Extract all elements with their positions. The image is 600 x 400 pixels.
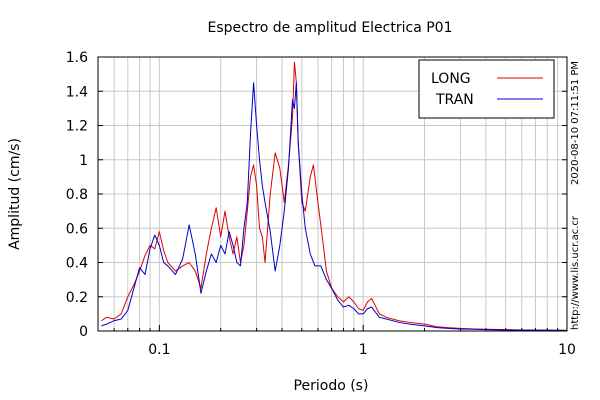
legend: LONG TRAN — [418, 59, 555, 119]
y-axis-label: Amplitud (cm/s) — [7, 138, 23, 250]
legend-box — [418, 59, 555, 119]
y-tick-label: 0.6 — [66, 221, 88, 237]
x-tick-label: 1 — [359, 342, 368, 358]
y-tick-label: 1.2 — [66, 119, 88, 135]
y-tick-label: 0.8 — [66, 187, 88, 203]
y-tick-label: 1.4 — [66, 84, 88, 100]
y-tick-label: 1.6 — [66, 50, 88, 66]
x-tick-label: 10 — [558, 342, 576, 358]
legend-label-long: LONG — [431, 71, 471, 87]
x-axis-ticks: 0.1 1 10 — [97, 325, 576, 358]
y-axis-ticks: 0 0.2 0.4 0.6 0.8 1 1.2 1.4 1.6 — [66, 50, 567, 340]
x-axis-label: Periodo (s) — [294, 378, 369, 394]
y-tick-label: 0 — [79, 324, 88, 340]
series-line-long — [101, 61, 568, 331]
series-line-tran — [101, 82, 568, 331]
x-tick-label: 0.1 — [148, 342, 170, 358]
source-url-annotation: http://www.lis.ucr.ac.cr — [570, 215, 581, 330]
y-tick-label: 1 — [79, 153, 88, 169]
chart-title: Espectro de amplitud Electrica P01 — [208, 20, 453, 36]
y-tick-label: 0.4 — [66, 256, 88, 272]
timestamp-annotation: 2020-08-10 07:11:51 PM — [570, 61, 581, 185]
series-layer — [101, 61, 568, 331]
legend-label-tran: TRAN — [435, 92, 474, 108]
y-tick-label: 0.2 — [66, 290, 88, 306]
